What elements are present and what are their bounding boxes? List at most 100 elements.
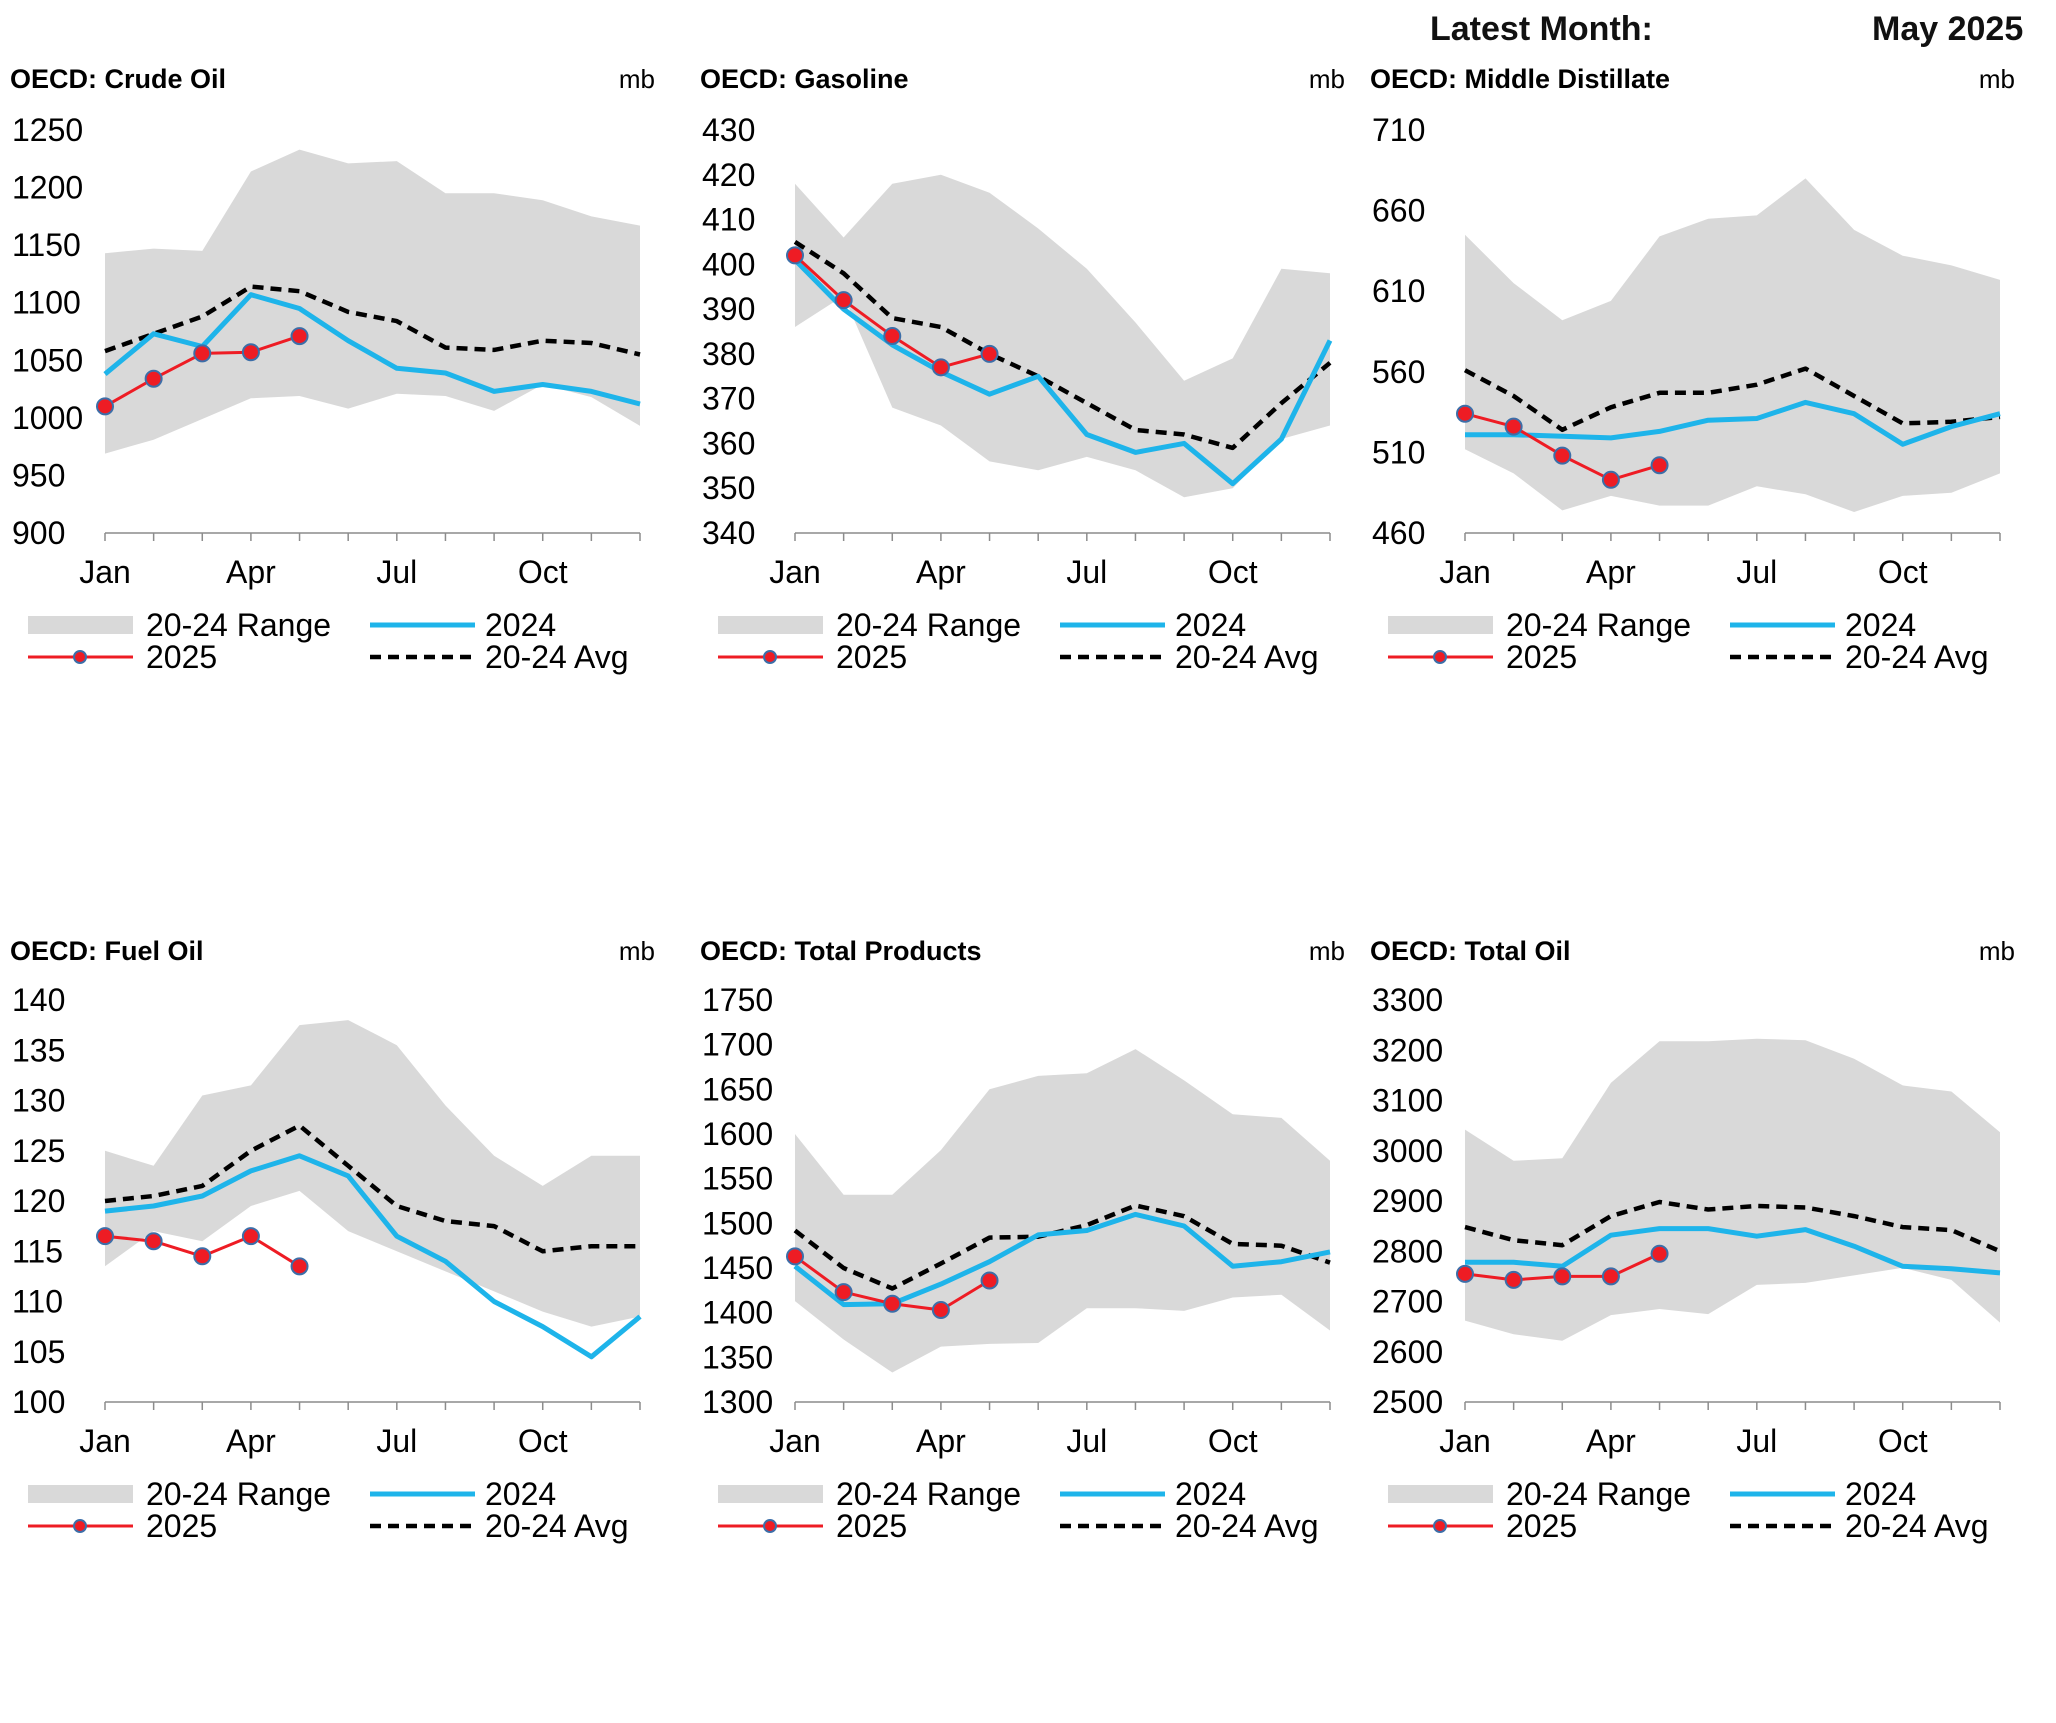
legend-label-range: 20-24 Range bbox=[146, 1476, 331, 1512]
data-point-2025 bbox=[931, 1300, 950, 1319]
x-tick-label: Oct bbox=[1208, 554, 1258, 590]
chart-title: OECD: Middle Distillate bbox=[1370, 64, 1670, 94]
chart-fuel-oil: OECD: Fuel Oil mb 100 105 110 115 120 125 130 135… bbox=[10, 936, 655, 1544]
chart-total-products: OECD: Total Products mb 1300 1350 1400 1450 15… bbox=[700, 936, 1345, 1544]
data-point-2025 bbox=[144, 369, 163, 388]
panel-middle-distillate: OECD: Middle Distillate mb 460 510 560 610 660… bbox=[1360, 58, 2040, 858]
data-point-2025 bbox=[1504, 1270, 1523, 1289]
series-line-20-24-avg bbox=[104, 1123, 640, 1254]
chart-title: OECD: Total Products bbox=[700, 936, 982, 966]
legend-label-2024: 2024 bbox=[1845, 607, 1916, 643]
data-point-2025 bbox=[931, 358, 950, 377]
y-tick-label: 1700 bbox=[702, 1027, 773, 1063]
legend-label-avg: 20-24 Avg bbox=[1845, 639, 1989, 675]
y-tick-label: 340 bbox=[702, 515, 755, 551]
y-tick-label: 660 bbox=[1372, 193, 1425, 229]
legend-label-avg: 20-24 Avg bbox=[485, 639, 629, 675]
y-tick-label: 460 bbox=[1372, 515, 1425, 551]
data-point-2025 bbox=[1456, 1264, 1474, 1283]
legend-label-range: 20-24 Range bbox=[836, 1476, 1021, 1512]
legend-label-range: 20-24 Range bbox=[836, 607, 1021, 643]
data-point-2025 bbox=[241, 343, 260, 362]
chart-crude-oil: OECD: Crude Oil mb 900 950 1000 1050 1100 1150 1… bbox=[10, 64, 655, 675]
data-point-2025 bbox=[786, 1247, 804, 1266]
y-tick-label: 950 bbox=[12, 457, 65, 493]
range-band-oecd-crude-oil bbox=[105, 149, 640, 454]
unit-label: mb bbox=[619, 936, 655, 966]
chart-title: OECD: Total Oil bbox=[1370, 936, 1571, 966]
legend-label-avg: 20-24 Avg bbox=[1175, 1508, 1319, 1544]
unit-label: mb bbox=[1309, 64, 1345, 94]
x-tick-label: Apr bbox=[226, 1423, 276, 1459]
legend-label-2024: 2024 bbox=[1845, 1476, 1916, 1512]
y-tick-label: 2600 bbox=[1372, 1334, 1443, 1370]
data-point-2025 bbox=[883, 326, 902, 345]
data-point-2025 bbox=[883, 1294, 902, 1313]
data-point-2025 bbox=[96, 1227, 114, 1246]
y-tick-label: 105 bbox=[12, 1334, 65, 1370]
y-tick-label: 3100 bbox=[1372, 1083, 1443, 1119]
y-tick-label: 560 bbox=[1372, 354, 1425, 390]
legend-label-range: 20-24 Range bbox=[1506, 1476, 1691, 1512]
data-point-2025 bbox=[1553, 1267, 1572, 1286]
panel-gasoline: OECD: Gasoline mb 340 350 360 370 380 390 400 410… bbox=[690, 58, 1370, 858]
y-tick-label: 410 bbox=[702, 202, 755, 238]
data-point-2025 bbox=[980, 1271, 999, 1290]
legend-label-avg: 20-24 Avg bbox=[1175, 639, 1319, 675]
x-tick-label: Apr bbox=[916, 1423, 966, 1459]
x-tick-label: Jul bbox=[1736, 554, 1777, 590]
y-tick-label: 3200 bbox=[1372, 1032, 1443, 1068]
legend-label-2025: 2025 bbox=[836, 1508, 907, 1544]
data-point-2025 bbox=[1650, 1244, 1669, 1263]
data-point-2025 bbox=[96, 397, 114, 416]
x-tick-label: Jan bbox=[769, 1423, 821, 1459]
range-band-oecd-total-products bbox=[795, 1049, 1330, 1373]
y-tick-label: 1750 bbox=[702, 982, 773, 1018]
y-tick-label: 135 bbox=[12, 1032, 65, 1068]
x-tick-label: Apr bbox=[1586, 554, 1636, 590]
series-line-2024 bbox=[104, 1153, 642, 1360]
y-tick-label: 510 bbox=[1372, 434, 1425, 470]
y-tick-label: 610 bbox=[1372, 273, 1425, 309]
x-tick-label: Jan bbox=[79, 554, 131, 590]
legend-label-2025: 2025 bbox=[146, 639, 217, 675]
data-point-2025 bbox=[1456, 404, 1474, 423]
y-tick-label: 380 bbox=[702, 336, 755, 372]
legend-marker-2025 bbox=[73, 650, 87, 664]
y-tick-label: 1000 bbox=[12, 400, 83, 436]
series-line-2024 bbox=[103, 292, 641, 407]
y-tick-label: 120 bbox=[12, 1183, 65, 1219]
chart-total-oil: OECD: Total Oil mb 2500 2600 2700 2800 2900 300… bbox=[1370, 936, 2015, 1544]
data-point-2025 bbox=[1601, 1267, 1620, 1286]
unit-label: mb bbox=[1979, 936, 2015, 966]
series-line-2024 bbox=[1465, 1226, 2001, 1276]
chart-middle-distillate: OECD: Middle Distillate mb 460 510 560 610 660… bbox=[1370, 64, 2015, 675]
legend-label-avg: 20-24 Avg bbox=[1845, 1508, 1989, 1544]
y-tick-label: 420 bbox=[702, 157, 755, 193]
data-point-2025 bbox=[980, 344, 999, 363]
legend-swatch-range bbox=[718, 1485, 823, 1503]
y-tick-label: 1300 bbox=[702, 1384, 773, 1420]
y-tick-label: 1500 bbox=[702, 1205, 773, 1241]
data-point-2025 bbox=[193, 344, 212, 363]
range-band-oecd-middle-distillate bbox=[1465, 178, 2000, 512]
legend-marker-2025 bbox=[1433, 1519, 1447, 1533]
x-tick-label: Oct bbox=[518, 554, 568, 590]
legend-marker-2025 bbox=[763, 1519, 777, 1533]
y-tick-label: 115 bbox=[12, 1233, 63, 1269]
series-line-20-24-avg bbox=[1463, 366, 2001, 433]
data-point-2025 bbox=[1650, 456, 1669, 475]
legend-marker-2025 bbox=[763, 650, 777, 664]
y-tick-label: 3300 bbox=[1372, 982, 1443, 1018]
y-tick-label: 900 bbox=[12, 515, 65, 551]
panel-total-oil: OECD: Total Oil mb 2500 2600 2700 2800 2900 300… bbox=[1360, 930, 2040, 1720]
panel-crude-oil: OECD: Crude Oil mb 900 950 1000 1050 1100 1150 1… bbox=[0, 58, 680, 858]
x-tick-label: Apr bbox=[226, 554, 276, 590]
legend-label-2024: 2024 bbox=[485, 1476, 556, 1512]
x-tick-label: Oct bbox=[518, 1423, 568, 1459]
x-tick-label: Oct bbox=[1208, 1423, 1258, 1459]
x-tick-label: Apr bbox=[916, 554, 966, 590]
y-tick-label: 1200 bbox=[12, 170, 83, 206]
x-tick-label: Oct bbox=[1878, 554, 1928, 590]
y-tick-label: 1400 bbox=[702, 1295, 773, 1331]
